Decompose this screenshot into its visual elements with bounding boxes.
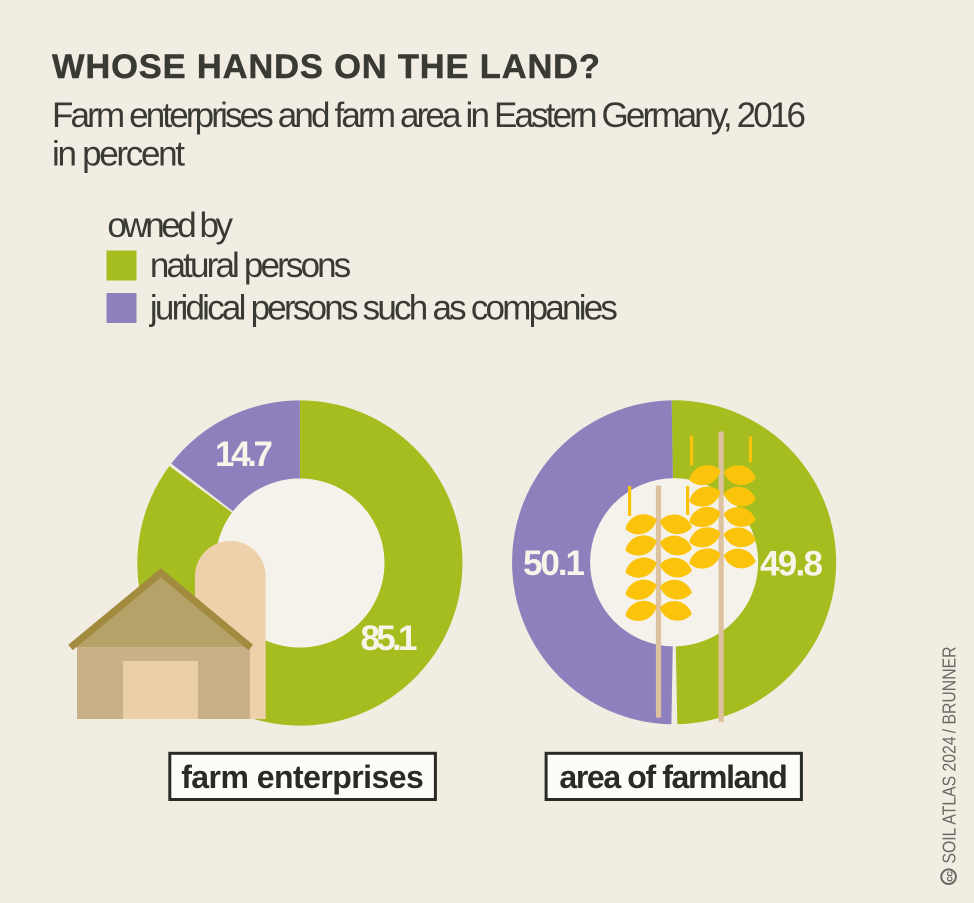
svg-text:50.1: 50.1: [523, 544, 585, 583]
svg-text:49.8: 49.8: [760, 545, 823, 584]
svg-text:in percent: in percent: [52, 135, 185, 174]
svg-text:natural persons: natural persons: [150, 246, 351, 285]
svg-text:SOIL ATLAS 2024 / BRUNNER: SOIL ATLAS 2024 / BRUNNER: [938, 646, 959, 863]
svg-text:area of farmland: area of farmland: [559, 759, 787, 795]
svg-text:85.1: 85.1: [361, 619, 418, 658]
svg-text:Farm enterprises and farm area: Farm enterprises and farm area in Easter…: [52, 96, 806, 135]
svg-text:owned by: owned by: [107, 206, 233, 245]
svg-text:farm enterprises: farm enterprises: [181, 759, 424, 795]
svg-text:juridical persons such as comp: juridical persons such as companies: [149, 288, 618, 327]
svg-text:14.7: 14.7: [215, 435, 273, 474]
svg-text:cc: cc: [943, 871, 955, 882]
svg-text:WHOSE HANDS ON THE LAND?: WHOSE HANDS ON THE LAND?: [52, 48, 600, 86]
